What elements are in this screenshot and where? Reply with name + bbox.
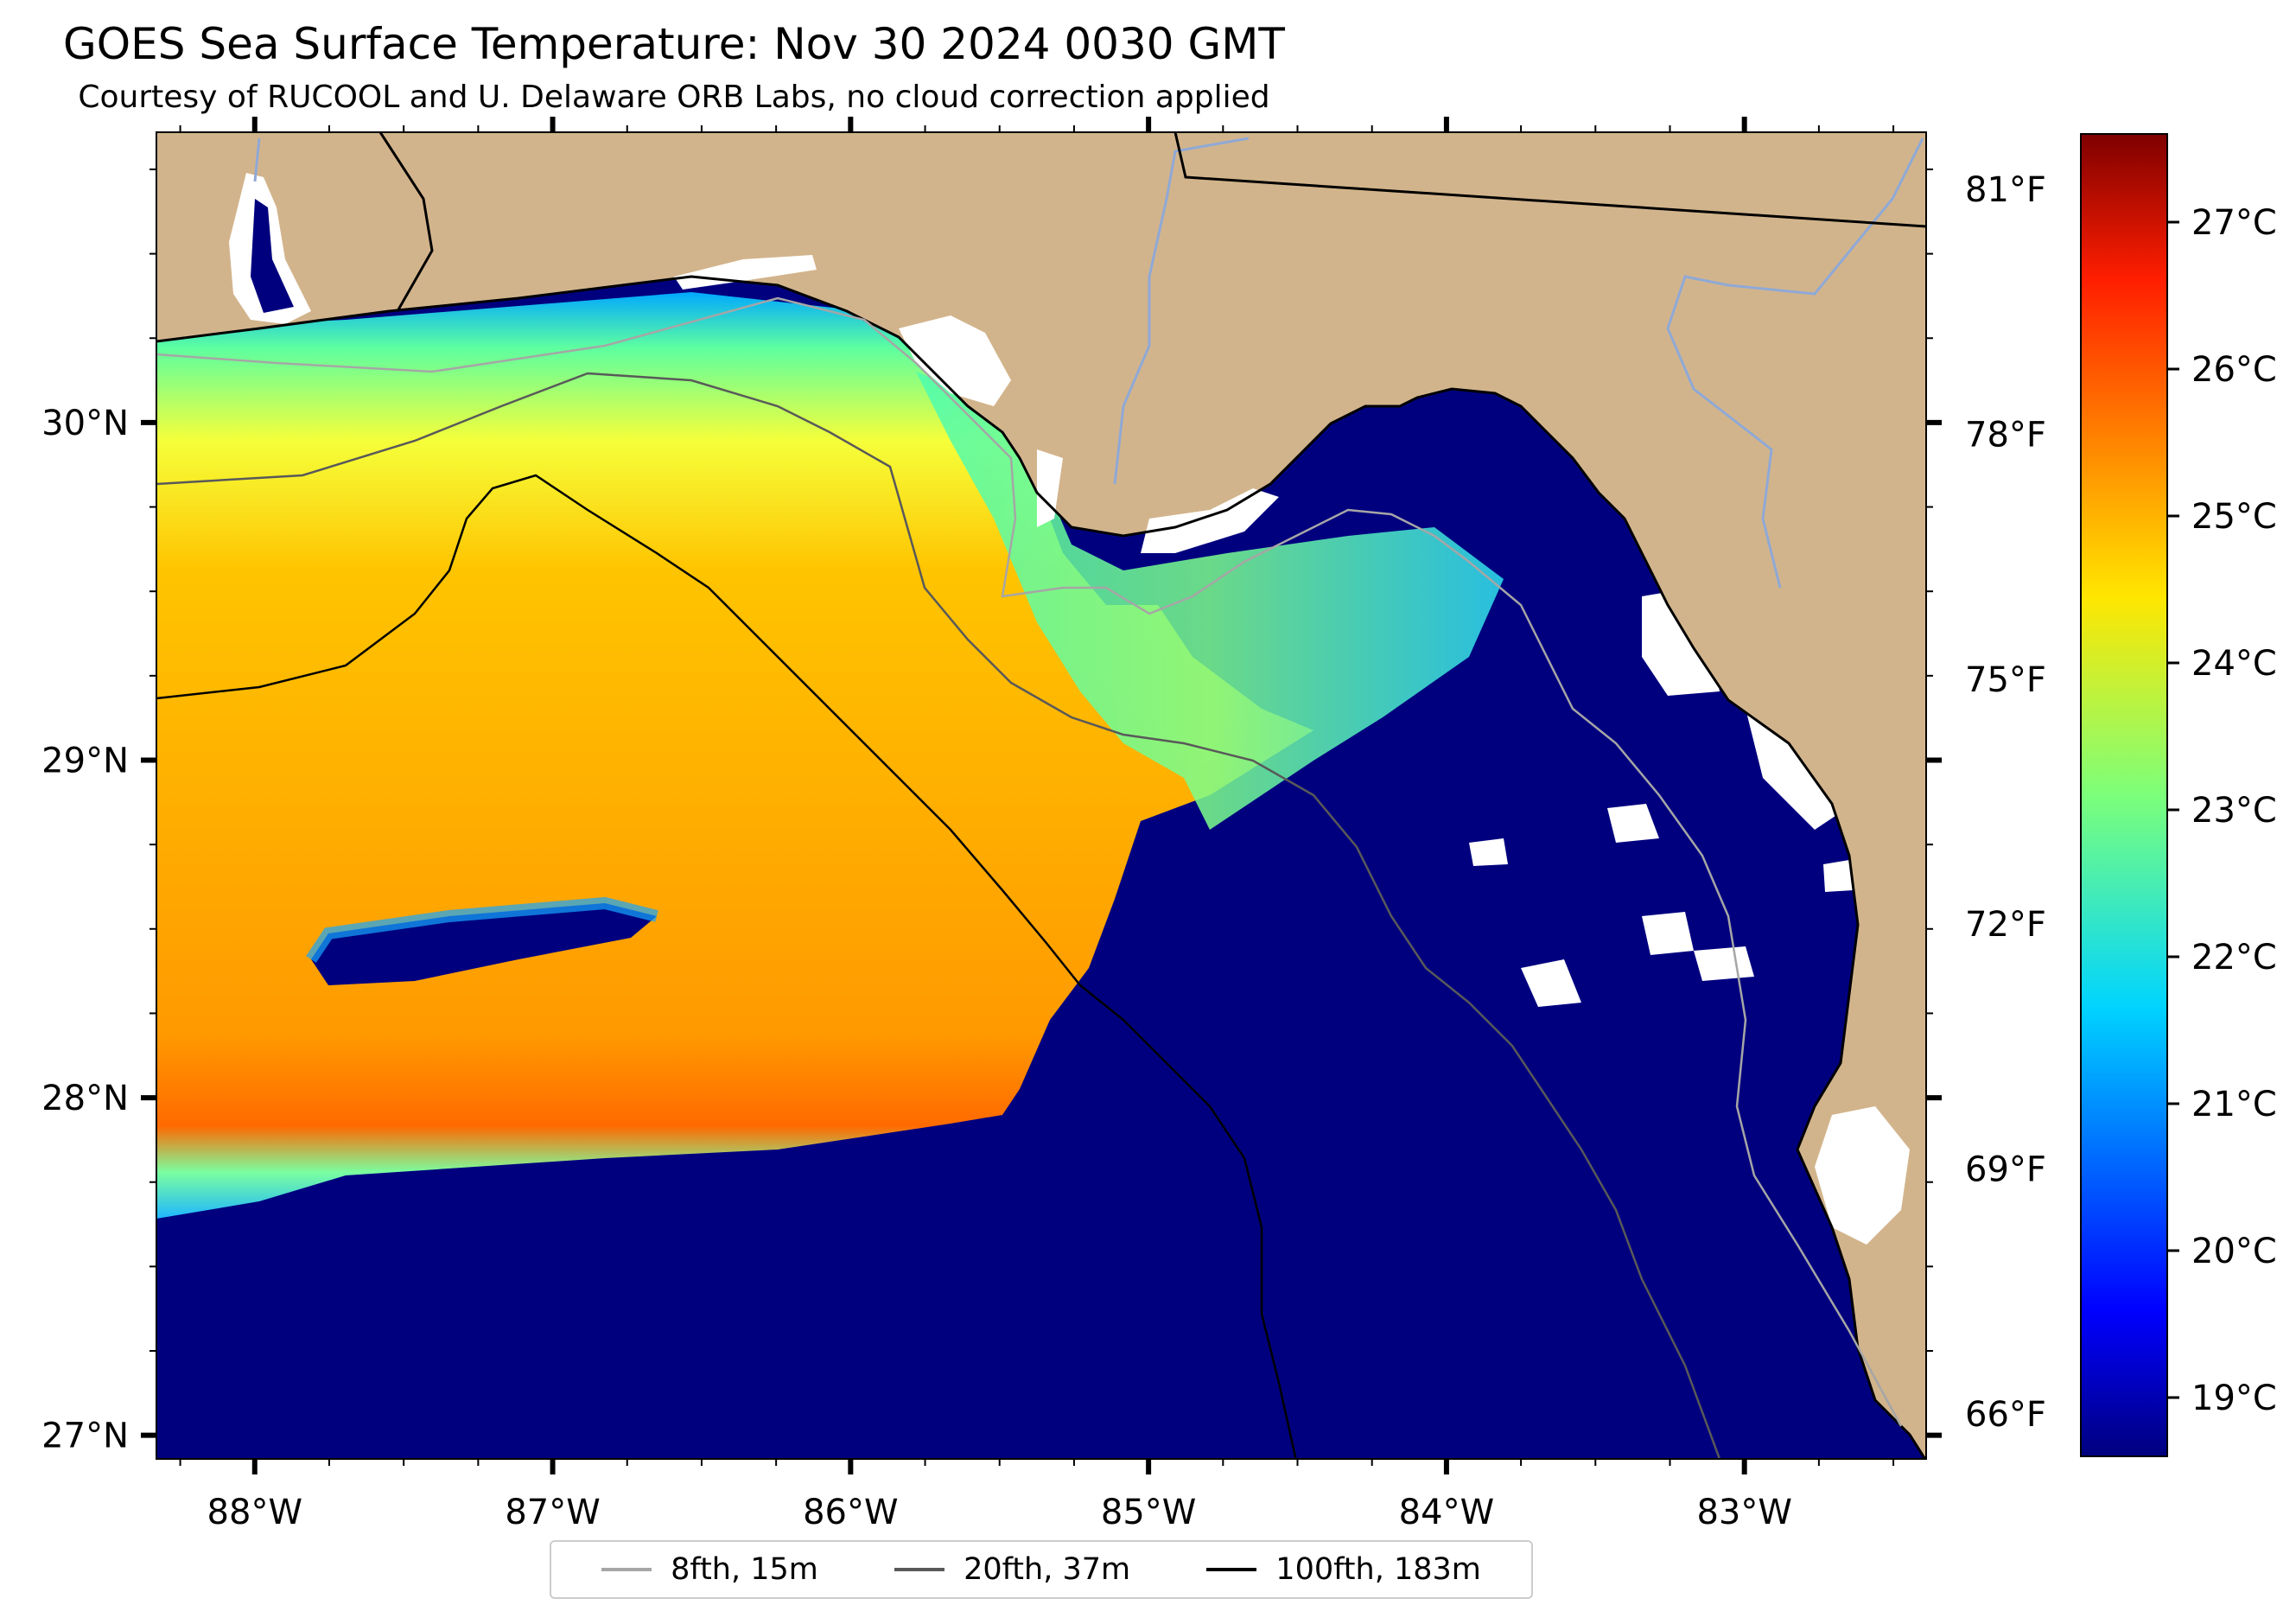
axis-labels: 88°W 87°W 86°W 85°W 84°W 83°W 30°N 29°N 28°N 27°N… [41, 170, 2046, 1532]
cloud-patch [1694, 946, 1754, 981]
bay-water [1037, 449, 1063, 527]
axis-ticks [141, 117, 1942, 1474]
map-plot-area [156, 132, 1926, 1459]
lon-tick-label: 87°W [505, 1493, 600, 1532]
shelf-band [916, 372, 1504, 830]
fahrenheit-tick-label: 75°F [1965, 660, 2046, 700]
celsius-tick-label: 26°C [2191, 350, 2277, 390]
land-north [156, 132, 1926, 1459]
lon-tick-label: 88°W [207, 1493, 302, 1532]
river [253, 137, 261, 182]
legend-item-8fth: 8fth, 15m [601, 1552, 818, 1587]
cloud-patch [1521, 959, 1581, 1007]
lon-tick-label: 84°W [1399, 1493, 1494, 1532]
cloud-patch [1823, 860, 1854, 892]
legend-line-20fth [894, 1568, 945, 1571]
bay-water [251, 199, 294, 313]
lat-tick-label: 27°N [41, 1417, 129, 1456]
legend-label-8fth: 8fth, 15m [671, 1552, 818, 1587]
celsius-tick-label: 27°C [2191, 203, 2277, 243]
celsius-tick-label: 24°C [2191, 644, 2277, 684]
cold-eddy-edge [306, 896, 658, 963]
colorbar-ticks: 27°C 26°C 25°C 24°C 23°C 22°C 21°C 20°C 19°C [2167, 203, 2277, 1418]
lon-tick-label: 83°W [1696, 1493, 1791, 1532]
celsius-tick-label: 21°C [2191, 1085, 2277, 1124]
bay-water [1141, 488, 1279, 553]
cloud-patch [1642, 912, 1694, 955]
celsius-tick-label: 23°C [2191, 791, 2277, 831]
fahrenheit-tick-label: 78°F [1965, 416, 2046, 455]
legend-label-100fth: 100fth, 183m [1275, 1552, 1481, 1587]
legend-item-100fth: 100fth, 183m [1206, 1552, 1481, 1587]
celsius-tick-label: 19°C [2191, 1379, 2277, 1418]
bay-water [1815, 1106, 1910, 1245]
cloud-patch [1469, 838, 1508, 866]
lat-tick-label: 28°N [41, 1079, 129, 1118]
fahrenheit-tick-label: 81°F [1965, 170, 2046, 210]
lat-tick-label: 29°N [41, 741, 129, 780]
coastline [156, 275, 1926, 1459]
river [1666, 137, 1924, 589]
river [1113, 137, 1250, 485]
lon-tick-label: 85°W [1101, 1493, 1196, 1532]
bay-water [899, 315, 1011, 406]
map-subtitle: Courtesy of RUCOOL and U. Delaware ORB L… [78, 80, 1270, 115]
isobath-37m [156, 372, 1721, 1459]
celsius-tick-label: 20°C [2191, 1232, 2277, 1271]
celsius-tick-label: 25°C [2191, 497, 2277, 537]
fahrenheit-tick-label: 66°F [1965, 1395, 2046, 1435]
coastline [378, 132, 434, 312]
colorbar [2080, 133, 2168, 1457]
isobath-183m [156, 474, 1297, 1459]
celsius-tick-label: 22°C [2191, 938, 2277, 978]
legend-line-100fth [1206, 1568, 1257, 1571]
legend-line-8fth [601, 1568, 652, 1571]
fahrenheit-tick-label: 69°F [1965, 1150, 2046, 1190]
bay-water [674, 255, 817, 290]
legend-item-20fth: 20fth, 37m [894, 1552, 1130, 1587]
cloud-patch [1607, 804, 1659, 843]
isobath-15m [156, 296, 1903, 1427]
isobath-legend: 8fth, 15m 20fth, 37m 100fth, 183m [550, 1540, 1533, 1599]
map-title: GOES Sea Surface Temperature: Nov 30 202… [63, 19, 1285, 69]
state-boundary [1173, 132, 1926, 228]
legend-label-20fth: 20fth, 37m [964, 1552, 1131, 1587]
lon-tick-label: 86°W [803, 1493, 898, 1532]
lat-tick-label: 30°N [41, 404, 129, 443]
fahrenheit-tick-label: 72°F [1965, 905, 2046, 945]
map-frame [156, 131, 1927, 1460]
